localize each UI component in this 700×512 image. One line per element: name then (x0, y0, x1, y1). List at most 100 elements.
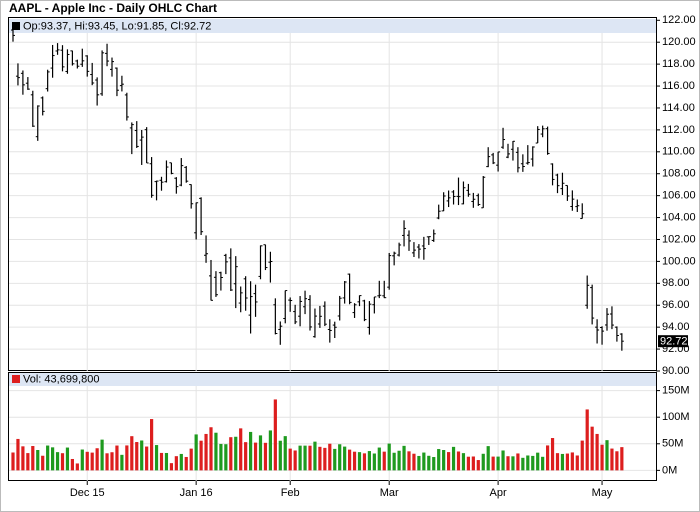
volume-bar (214, 432, 218, 471)
chart-title: AAPL - Apple Inc - Daily OHLC Chart (9, 1, 217, 15)
x-tick-label: Apr (490, 487, 507, 499)
volume-bar (546, 445, 550, 471)
volume-bar (541, 456, 545, 471)
volume-bar (239, 428, 243, 471)
last-price-tag (658, 335, 688, 348)
volume-bar (615, 451, 619, 471)
volume-bar (224, 444, 228, 471)
volume-bar (620, 447, 624, 471)
volume-bar (169, 463, 173, 471)
volume-bar (179, 453, 183, 471)
volume-bar (204, 433, 208, 471)
volume-bar (491, 456, 495, 471)
volume-bar (397, 450, 401, 471)
volume-bar (184, 456, 188, 471)
volume-bar (41, 455, 45, 471)
volume-bar (258, 435, 263, 471)
volume-bar (194, 434, 198, 471)
volume-bar (461, 453, 466, 471)
volume-bar (21, 446, 25, 471)
volume-bar (590, 426, 594, 471)
volume-bar (120, 454, 124, 471)
volume-bar (303, 445, 307, 471)
volume-bar (209, 427, 213, 471)
volume-legend-bar (9, 373, 656, 386)
volume-bar (110, 452, 114, 471)
volume-bar (526, 455, 530, 471)
y-tick-label: 106.00 (662, 190, 696, 202)
x-tick-label: Feb (281, 487, 300, 499)
volume-bar (560, 453, 565, 471)
volume-bar (189, 448, 193, 471)
volume-bar (278, 440, 282, 471)
y-tick-label: 96.00 (662, 299, 690, 311)
y-tick-label: 100M (662, 411, 690, 423)
volume-bar (253, 442, 258, 471)
last-price-label: 92.72 (660, 336, 688, 348)
y-tick-label: 112.00 (662, 124, 695, 136)
volume-bar (105, 453, 109, 471)
volume-bar (85, 451, 89, 471)
x-tick-label: May (592, 487, 613, 499)
volume-bar (442, 450, 446, 471)
volume-bar (174, 456, 178, 471)
y-tick-label: 50M (662, 438, 683, 450)
y-tick-label: 94.00 (662, 321, 690, 333)
y-tick-label: 100.00 (662, 255, 696, 267)
volume-bar (75, 463, 79, 471)
price-legend-swatch (12, 22, 20, 30)
y-tick-label: 104.00 (662, 211, 696, 223)
volume-bar (382, 451, 386, 471)
volume-bar (268, 430, 272, 471)
volume-bar (313, 441, 317, 471)
volume-bar (471, 456, 475, 471)
volume-bar (486, 446, 490, 471)
volume-bar (46, 445, 50, 471)
price-legend-bar (9, 19, 656, 33)
price-panel (8, 17, 657, 371)
volume-bar (95, 448, 99, 471)
volume-bar (610, 448, 614, 471)
volume-bar (51, 447, 55, 471)
volume-bar (595, 433, 599, 471)
volume-bar (333, 448, 337, 471)
volume-bar (90, 452, 94, 471)
volume-bar (348, 449, 352, 471)
volume-bar (273, 399, 277, 471)
volume-bar (536, 452, 540, 471)
y-tick-label: 90.00 (662, 365, 690, 377)
volume-bar (135, 442, 139, 471)
volume-legend-swatch (12, 375, 20, 383)
y-tick-label: 122.00 (662, 14, 696, 26)
volume-bar (476, 460, 480, 471)
volume-bar (130, 436, 134, 471)
volume-bar (521, 457, 525, 471)
y-tick-label: 120.00 (662, 36, 696, 48)
volume-bar (318, 446, 322, 471)
volume-bar (481, 453, 485, 471)
volume-bar (377, 447, 381, 471)
y-tick-label: 0M (662, 464, 677, 476)
volume-bar (159, 452, 164, 471)
volume-bar (417, 455, 421, 471)
x-tick-label: Mar (380, 487, 399, 499)
volume-bar (531, 455, 535, 471)
volume-bar (11, 452, 15, 471)
volume-bar (263, 442, 268, 471)
volume-bar (387, 443, 391, 471)
volume-bar (328, 443, 332, 471)
volume-bar (466, 456, 470, 471)
volume-bar (229, 437, 233, 471)
y-tick-label: 118.00 (662, 58, 695, 70)
volume-bar (249, 431, 253, 471)
volume-bar (115, 445, 119, 471)
volume-bar (456, 451, 461, 471)
y-tick-label: 98.00 (662, 277, 690, 289)
volume-bar (70, 458, 74, 471)
volume-bar (516, 453, 520, 471)
volume-bar (26, 453, 30, 471)
y-tick-label: 110.00 (662, 146, 695, 158)
volume-bar (293, 450, 297, 471)
volume-bar (570, 452, 574, 471)
